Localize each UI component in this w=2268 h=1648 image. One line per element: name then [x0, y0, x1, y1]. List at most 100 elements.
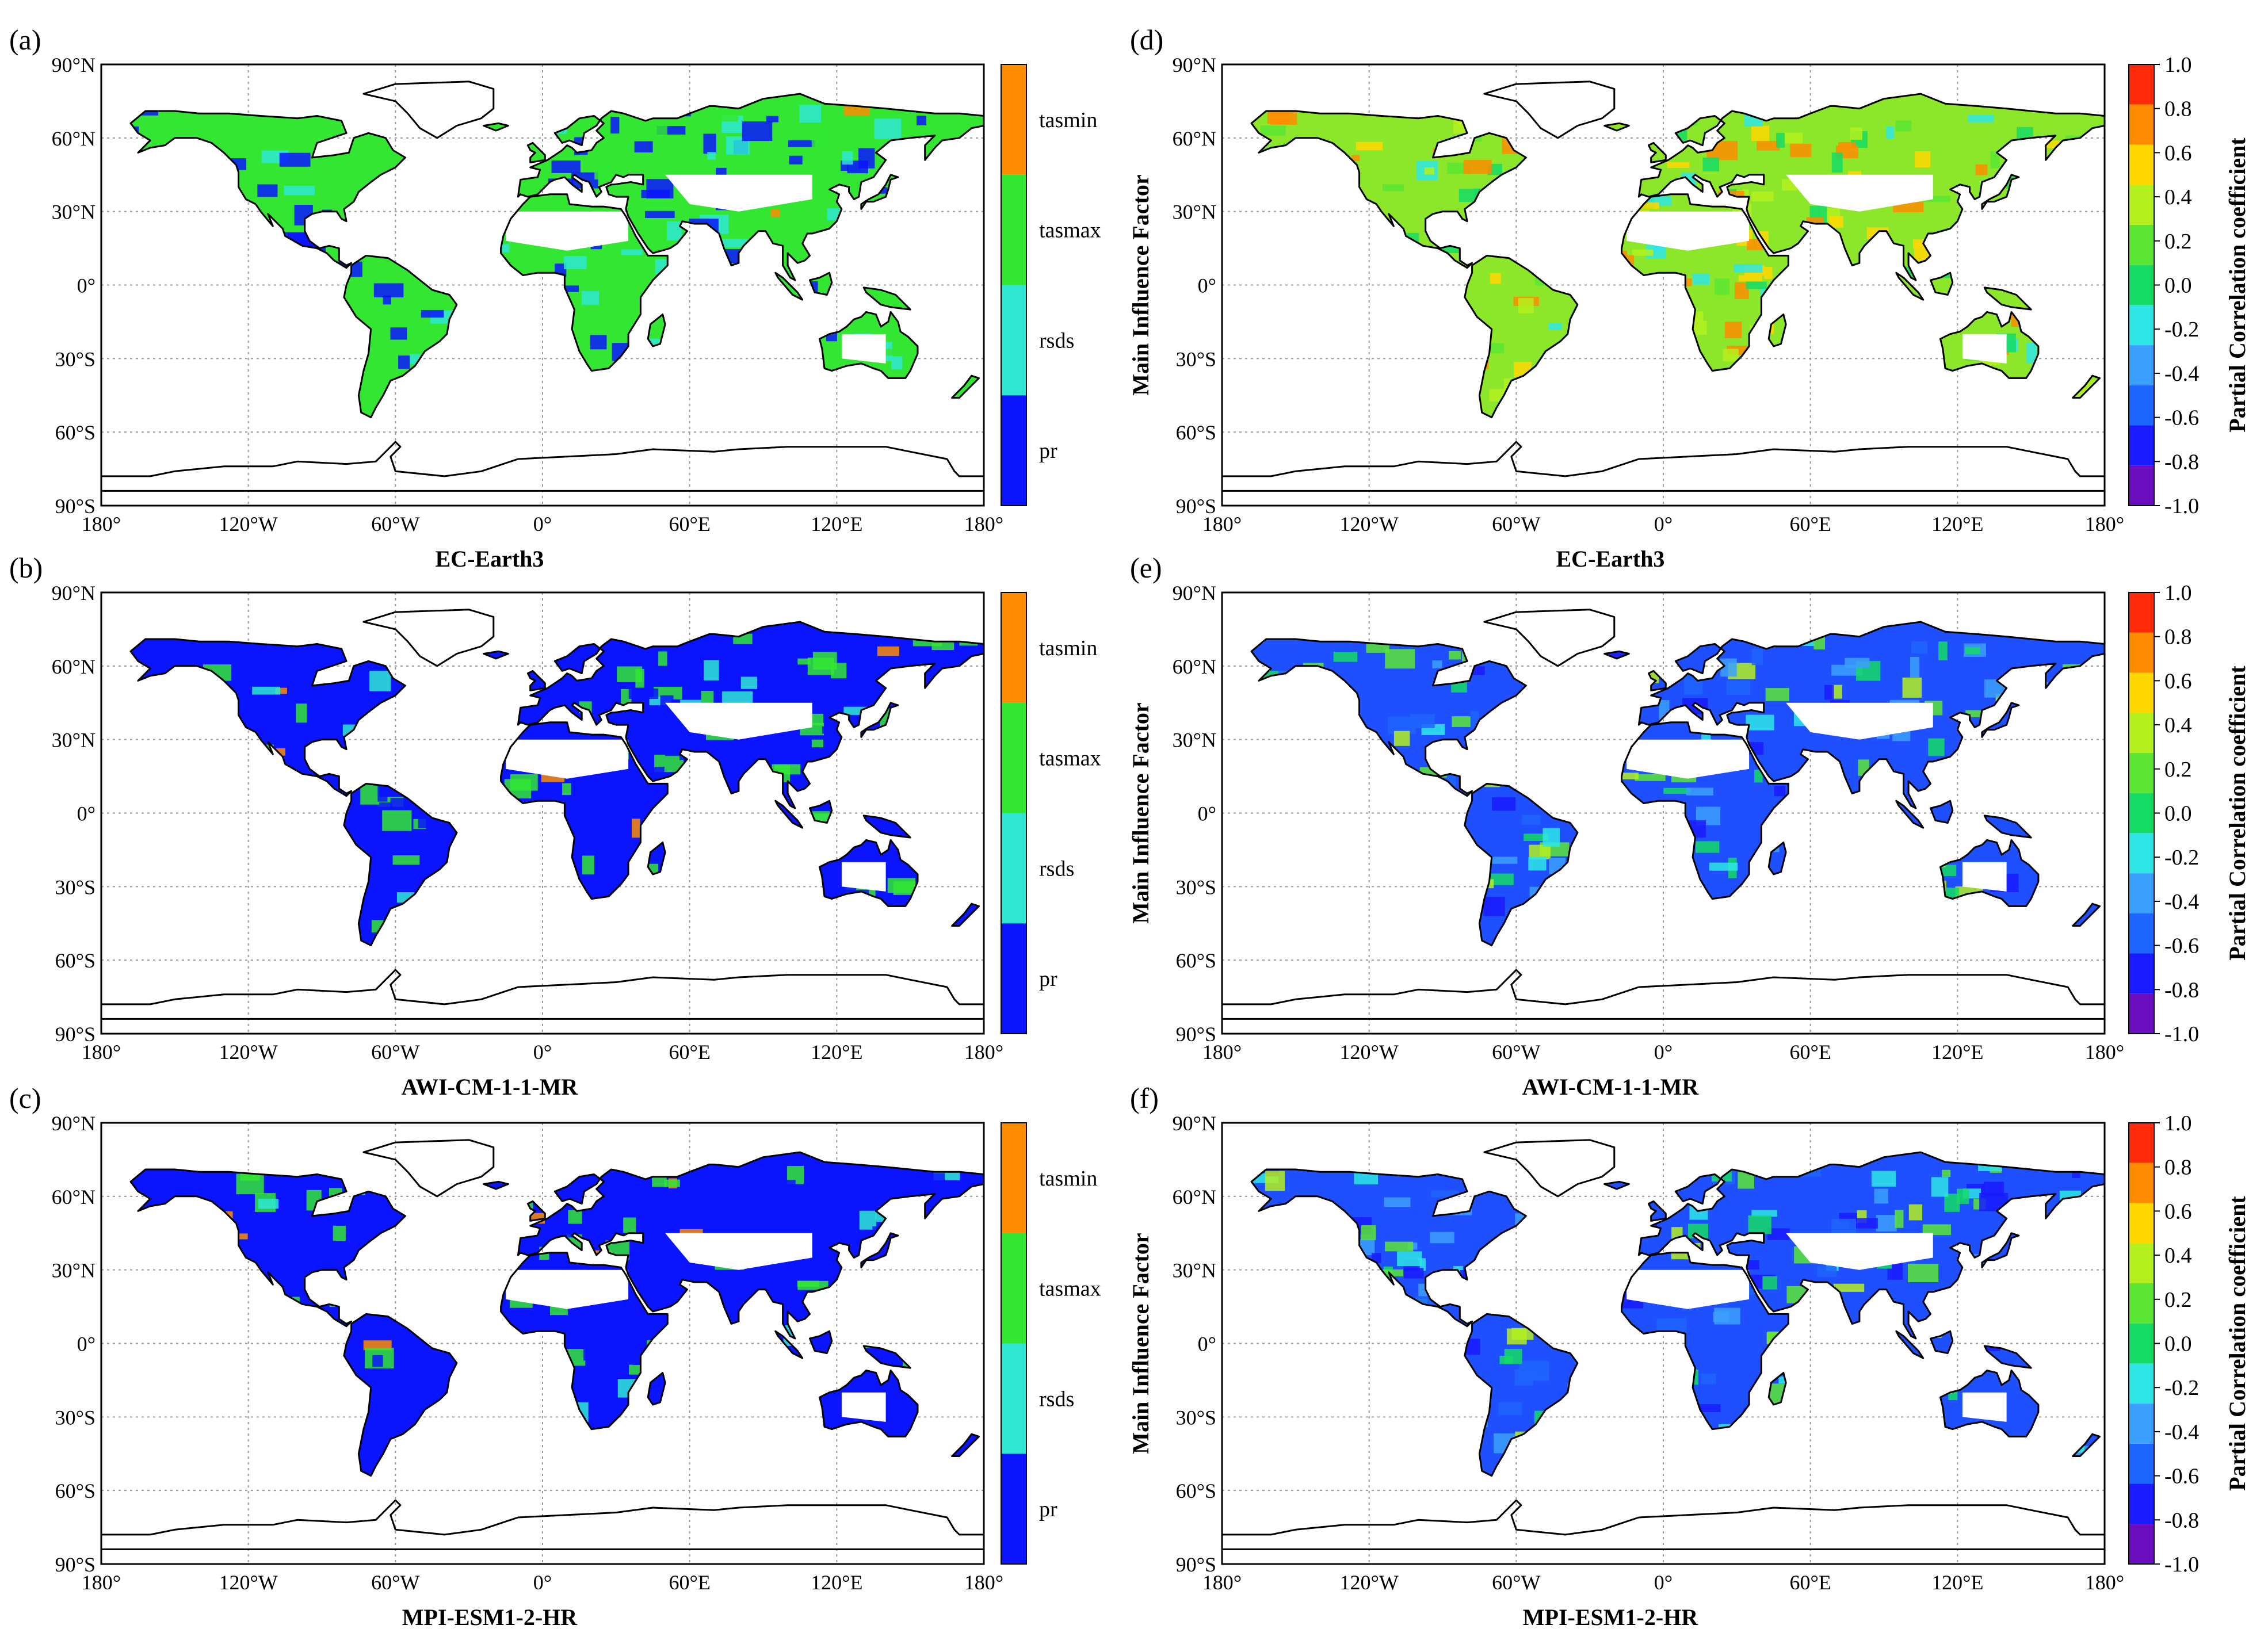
colorbar-tick-label: 1.0 — [2164, 1111, 2192, 1135]
land-texture-patch — [1990, 151, 2000, 169]
lat-tick-label: 30°N — [1173, 1259, 1216, 1282]
panel-letter: (a) — [9, 24, 41, 56]
land-texture-patch — [811, 739, 823, 748]
coastline — [1983, 1345, 2032, 1369]
coastline — [100, 1499, 985, 1550]
map-border — [100, 63, 985, 507]
coastline — [2072, 1433, 2101, 1457]
colorbar-tick-label: -0.2 — [2164, 318, 2199, 342]
land-texture-patch — [236, 1173, 264, 1195]
colorbar-tick-label: 0.8 — [2164, 97, 2192, 121]
land-texture-patch — [1886, 127, 1895, 139]
land-texture-patch — [740, 676, 758, 689]
coastline — [1621, 193, 1789, 372]
land-texture-patch — [642, 219, 656, 239]
colorbar-tick-label: -0.4 — [2164, 1420, 2199, 1444]
no-data-area — [841, 334, 886, 364]
colorbar-segment — [2129, 1363, 2154, 1404]
lon-tick-label: 60°W — [371, 1571, 419, 1594]
coastline — [1895, 800, 1925, 829]
colorbar-segment — [2129, 592, 2154, 633]
colorbar-segment — [1001, 64, 1026, 175]
colorbar-segment — [2129, 385, 2154, 426]
colorbar-segment — [1001, 592, 1026, 703]
lat-tick-label: 0° — [77, 802, 96, 825]
lat-tick-label: 90°S — [1176, 1023, 1216, 1046]
land-texture-patch — [839, 133, 860, 143]
land-texture-patch — [1492, 797, 1516, 811]
lat-tick-label: 0° — [77, 1333, 96, 1356]
land-texture-patch — [1783, 132, 1803, 144]
land-texture-patch — [1709, 862, 1738, 871]
coastline — [1647, 1200, 1667, 1222]
colorbar: 1.0 0.8 0.6 0.4 0.2 0.0 -0.2 -0.4 -0.6 -0.8 -1.0 Pa… — [2128, 581, 2250, 1046]
colorbar-segment — [2129, 1404, 2154, 1444]
land-texture-patch — [1748, 1215, 1771, 1234]
colorbar-segment — [2129, 1203, 2154, 1244]
land-texture-patch — [368, 1426, 387, 1434]
lat-tick-label: 30°S — [55, 1406, 96, 1429]
land-texture-patch — [1944, 1194, 1960, 1212]
land-texture-patch — [721, 691, 753, 705]
colorbar-tick-label: -1.0 — [2164, 494, 2199, 518]
land-texture-patch — [1751, 649, 1763, 666]
lat-tick-label: 60°N — [1173, 655, 1216, 678]
land-texture-patch — [1506, 1328, 1527, 1345]
colorbar-segment — [1001, 285, 1026, 396]
lon-tick-label: 180° — [2085, 513, 2124, 536]
land-texture-patch — [354, 1199, 382, 1220]
colorbar-tick-label: -0.4 — [2164, 362, 2199, 386]
coastline — [647, 842, 666, 875]
coastline — [774, 1330, 804, 1359]
coastline — [1221, 441, 2106, 492]
land-texture-patch — [704, 660, 719, 680]
no-data-area — [1626, 211, 1750, 251]
land-texture-patch — [333, 1225, 346, 1241]
lat-tick-label: 60°S — [1176, 1479, 1216, 1502]
land-texture-patch — [1528, 856, 1547, 871]
no-data-area — [506, 211, 629, 251]
colorbar-title: Main Influence Factor — [1128, 1233, 1154, 1454]
lat-tick-label: 60°S — [55, 1479, 96, 1502]
coastline — [517, 621, 985, 809]
land-texture-patch — [568, 1210, 582, 1224]
coastline — [1621, 1252, 1789, 1431]
land-texture-patch — [1965, 647, 1980, 654]
coastline — [129, 1168, 406, 1328]
land-texture-patch — [279, 152, 311, 167]
no-data-area — [1626, 739, 1750, 779]
land-texture-patch — [1548, 323, 1562, 330]
colorbar-tick-label: 0.8 — [2164, 1156, 2192, 1180]
land-texture-patch — [421, 309, 444, 318]
colorbar-border — [1001, 592, 1027, 1034]
colorbar-segment — [1001, 813, 1026, 924]
land-texture-patch — [1957, 1188, 1969, 1205]
land-texture-patch — [639, 123, 667, 135]
lon-tick-label: 120°E — [1931, 1041, 1983, 1064]
colorbar-segment — [2129, 993, 2154, 1034]
lat-tick-label: 90°N — [1173, 1112, 1216, 1135]
lat-tick-label: 30°N — [52, 1259, 96, 1282]
coastline — [1939, 1369, 2040, 1437]
land-texture-patch — [551, 160, 581, 173]
map-panel: 180° 120°W 60°W 0° 60°E 120°E 180° 90°N 60°N 30°N… — [1130, 1082, 2250, 1630]
land-texture-patch — [581, 290, 600, 305]
model-name: MPI-ESM1-2-HR — [1523, 1604, 1699, 1630]
no-data-area — [1962, 1392, 2007, 1422]
land-texture-patch — [1351, 155, 1360, 162]
coastline — [129, 110, 406, 269]
land-texture-patch — [1738, 275, 1762, 281]
lon-tick-label: 120°E — [811, 513, 862, 536]
colorbar-segment — [1001, 174, 1026, 285]
lon-tick-label: 0° — [1654, 1041, 1673, 1064]
land-texture-patch — [1914, 151, 1931, 168]
model-name: AWI-CM-1-1-MR — [402, 1074, 579, 1100]
coastline — [1647, 670, 1667, 691]
lon-tick-label: 120°W — [219, 1571, 277, 1594]
land-texture-patch — [1829, 216, 1843, 228]
colorbar-segment — [2129, 1163, 2154, 1203]
lat-tick-label: 30°S — [1176, 347, 1216, 370]
land-texture-patch — [146, 1195, 156, 1202]
land-texture-patch — [1686, 787, 1713, 796]
coastline — [951, 903, 980, 927]
